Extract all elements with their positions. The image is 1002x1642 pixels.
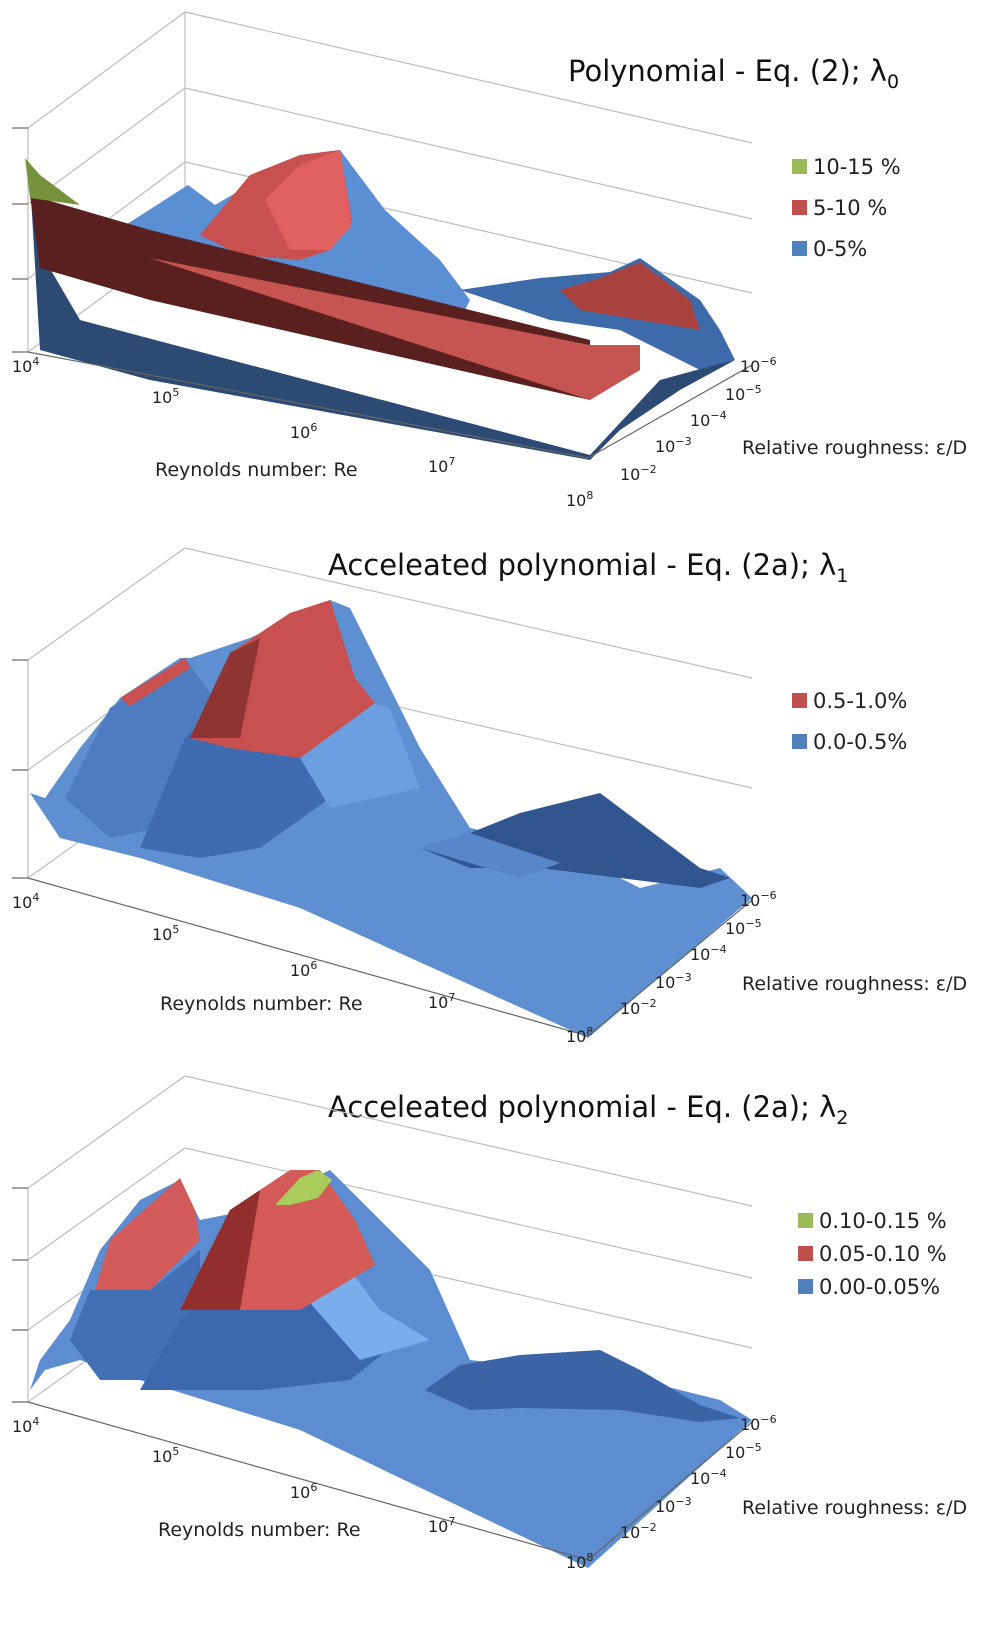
surface-right-red <box>560 262 700 330</box>
chart-title: Acceleated polynomial - Eq. (2a); λ1 <box>328 548 849 587</box>
y-tick-label: 10−6 <box>740 1413 777 1434</box>
x-tick-label: 104 <box>12 355 39 376</box>
x-axis: 104 105 106 107 108 Reynolds number: Re <box>12 351 593 510</box>
surface-right-hump-light <box>420 833 560 878</box>
legend-item: 10-15 % <box>792 146 901 187</box>
y-tick-label: 10−3 <box>655 971 692 992</box>
x-tick-label: 108 <box>566 489 593 510</box>
chart-title: Polynomial - Eq. (2); λ0 <box>568 54 900 93</box>
y-tick-label: 10−4 <box>690 1467 727 1488</box>
z-ticks <box>12 659 28 879</box>
legend-swatch <box>798 1279 813 1294</box>
x-tick-label: 105 <box>152 1445 179 1466</box>
surface-front-dark <box>30 180 735 460</box>
legend-item: 0.5-1.0% <box>792 680 907 721</box>
x-tick-label: 108 <box>566 1551 593 1572</box>
x-tick-label: 106 <box>290 959 317 980</box>
legend-item: 0.05-0.10 % <box>798 1237 947 1270</box>
surface-peak-red-dark <box>180 1190 260 1310</box>
y-tick-label: 10−6 <box>740 889 777 910</box>
x-tick-label: 104 <box>12 1415 39 1436</box>
legend: 0.5-1.0% 0.0-0.5% <box>792 680 907 762</box>
y-tick-label: 10−3 <box>655 435 692 456</box>
y-tick-label: 10−5 <box>725 917 762 938</box>
x-tick-label: 104 <box>12 891 39 912</box>
surface-mesh <box>25 150 735 460</box>
y-axis: 10−6 10−5 10−4 10−3 10−2 Relative roughn… <box>587 889 967 1037</box>
legend-item: 0.0-0.5% <box>792 721 907 762</box>
y-tick-label: 10−2 <box>620 1521 657 1542</box>
legend-item: 5-10 % <box>792 187 901 228</box>
x-tick-label: 106 <box>290 1481 317 1502</box>
x-tick-label: 107 <box>428 455 455 476</box>
legend: 0.10-0.15 % 0.05-0.10 % 0.00-0.05% <box>798 1204 947 1303</box>
surface-plot: 104 105 106 107 108 Reynolds number: Re … <box>12 1075 967 1572</box>
legend-swatch <box>792 693 807 708</box>
legend-item: 0.00-0.05% <box>798 1270 947 1303</box>
surface-mesh <box>30 1170 752 1568</box>
x-tick-label: 105 <box>152 386 179 407</box>
chart-panel-3: Acceleated polynomial - Eq. (2a); λ2 <box>0 1075 1002 1642</box>
surface-peak-red-dark <box>190 638 260 738</box>
legend-item: 0.10-0.15 % <box>798 1204 947 1237</box>
x-tick-label: 108 <box>566 1025 593 1046</box>
surface-left-red-cap <box>120 658 190 706</box>
y-tick-label: 10−3 <box>655 1495 692 1516</box>
surface-plot: 104 105 106 107 108 Reynolds number: Re … <box>12 11 967 510</box>
x-axis: 104 105 106 107 108 Reynolds number: Re <box>12 1401 593 1572</box>
y-tick-label: 10−2 <box>620 463 657 484</box>
x-axis-title: Reynolds number: Re <box>155 459 358 481</box>
legend-swatch <box>792 734 807 749</box>
surface-green-tip <box>25 158 80 205</box>
y-axis: 10−6 10−5 10−4 10−3 10−2 Relative roughn… <box>587 355 967 484</box>
chart-panel-2: Acceleated polynomial - Eq. (2a); λ1 <box>0 547 1002 1078</box>
y-tick-label: 10−5 <box>725 1441 762 1462</box>
x-tick-label: 105 <box>152 923 179 944</box>
y-tick-label: 10−6 <box>740 355 777 376</box>
surface-right-hump <box>425 1350 740 1422</box>
surface-red-peak-light <box>265 150 352 250</box>
y-axis-title: Relative roughness: ε/D <box>742 1497 967 1519</box>
y-axis-title: Relative roughness: ε/D <box>742 437 967 459</box>
z-ticks <box>12 1187 28 1403</box>
legend: 10-15 % 5-10 % 0-5% <box>792 146 901 269</box>
x-axis-title: Reynolds number: Re <box>160 993 363 1015</box>
legend-swatch <box>798 1213 813 1228</box>
x-tick-label: 107 <box>428 991 455 1012</box>
x-tick-label: 106 <box>290 421 317 442</box>
chart-panel-1: Polynomial - Eq. (2); λ0 <box>0 0 1002 530</box>
chart-title: Acceleated polynomial - Eq. (2a); λ2 <box>328 1090 849 1129</box>
y-tick-label: 10−2 <box>620 997 657 1018</box>
x-axis: 104 105 106 107 108 Reynolds number: Re <box>12 877 593 1046</box>
surface-front-red-band <box>150 258 640 400</box>
z-ticks <box>12 127 28 353</box>
legend-swatch <box>798 1246 813 1261</box>
legend-swatch <box>792 241 807 256</box>
y-tick-label: 10−4 <box>690 943 727 964</box>
legend-swatch <box>792 159 807 174</box>
surface-green-cap <box>275 1170 332 1205</box>
surface-mesh <box>30 600 752 1038</box>
x-axis-title: Reynolds number: Re <box>158 1519 361 1541</box>
legend-swatch <box>792 200 807 215</box>
surface-plot: 104 105 106 107 108 Reynolds number: Re … <box>12 547 967 1046</box>
x-tick-label: 107 <box>428 1515 455 1536</box>
surface-left-red <box>95 1178 200 1290</box>
y-axis-title: Relative roughness: ε/D <box>742 973 967 995</box>
legend-item: 0-5% <box>792 228 901 269</box>
y-tick-label: 10−5 <box>725 383 762 404</box>
y-tick-label: 10−4 <box>690 409 727 430</box>
y-axis: 10−6 10−5 10−4 10−3 10−2 Relative roughn… <box>587 1413 967 1561</box>
